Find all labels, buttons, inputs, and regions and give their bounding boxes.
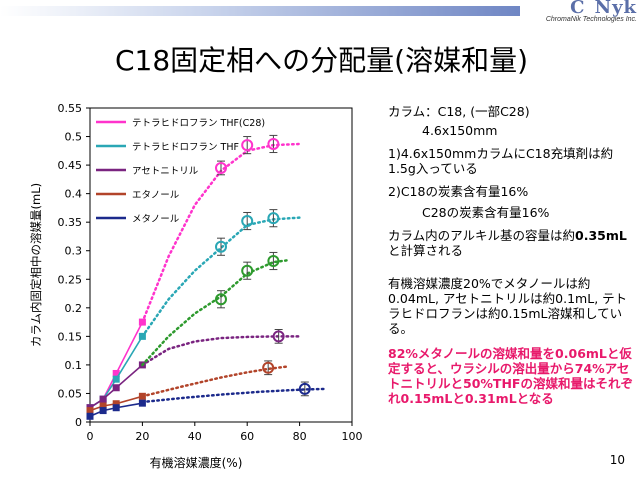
company-logo: C Nyk ChromaNik Technologies Inc.	[546, 0, 637, 24]
fit-curve	[141, 387, 328, 404]
fit-curve	[141, 365, 288, 398]
note-2b: C28の炭素含有量16%	[422, 205, 550, 220]
y-tick-label: 0.4	[65, 188, 83, 201]
data-point-circle	[267, 137, 280, 150]
y-tick-label: 0.55	[58, 102, 83, 115]
y-tick-label: 0.1	[65, 359, 83, 372]
header-gradient-band	[0, 6, 520, 16]
y-tick-label: 0.15	[58, 330, 83, 343]
series-group	[86, 381, 328, 420]
note-1: 1)4.6x150mmカラムにC18充填剤は約1.5g入っている	[388, 146, 614, 176]
legend-label: メタノール	[132, 214, 180, 225]
plot-area	[89, 107, 353, 423]
y-axis-label: カラム内固定相中の溶媒量(mL)	[29, 183, 43, 347]
data-point-square	[138, 392, 146, 400]
y-tick-label: 0.05	[58, 387, 83, 400]
x-tick-label: 60	[240, 430, 254, 443]
note-3-a: カラム内のアルキル基の容量は約	[388, 228, 576, 243]
legend-label: エタノール	[132, 190, 180, 201]
data-point-square	[138, 332, 146, 340]
data-point-circle	[272, 330, 285, 343]
data-point-square	[99, 407, 107, 415]
notes-panel: カラム：C18, (一部C28) 4.6x150mm 1)4.6x150mmカラ…	[388, 104, 638, 406]
data-point-circle	[241, 264, 254, 277]
data-point-circle	[241, 215, 254, 228]
header-bar: C Nyk ChromaNik Technologies Inc.	[0, 0, 643, 24]
note-highlight: 82%メタノールの溶媒和量を0.06mLと仮定すると、ウラシルの溶出量から74%…	[388, 346, 633, 406]
data-point-circle	[267, 255, 280, 268]
data-point-circle	[215, 293, 227, 306]
y-tick-label: 0.5	[65, 131, 83, 144]
data-line	[89, 364, 143, 409]
data-point-square	[112, 384, 120, 392]
data-point-circle	[215, 161, 227, 174]
data-point-square	[86, 412, 94, 420]
data-point-square	[138, 399, 146, 407]
y-tick-label: 0.45	[58, 159, 83, 172]
legend-label: テトラヒドロフラン THF	[132, 142, 239, 153]
slide-title: C18固定相への分配量(溶媒和量)	[114, 44, 529, 77]
data-point-square	[99, 402, 107, 410]
data-point-square	[112, 404, 120, 412]
data-point-square	[138, 318, 146, 326]
x-tick-label: 0	[87, 430, 94, 443]
note-3: カラム内のアルキル基の容量は約0.35mL と計算される	[388, 228, 638, 258]
x-tick-label: 20	[135, 430, 149, 443]
note-3-c: と計算される	[388, 243, 464, 258]
note-column: カラム：C18, (一部C28)	[388, 104, 530, 119]
note-3-value: 0.35mL	[575, 228, 627, 243]
x-axis-label: 有機溶媒濃度(%)	[150, 455, 243, 470]
data-point-square	[99, 395, 107, 403]
y-tick-label: 0.2	[65, 302, 83, 315]
data-line	[89, 395, 143, 412]
data-point-circle	[267, 212, 280, 225]
x-tick-label: 100	[342, 430, 363, 443]
page-number: 10	[609, 453, 625, 467]
data-point-square	[112, 375, 120, 383]
data-point-circle	[262, 361, 275, 374]
solvent-volume-chart: 0 0.05 0.1 0.15 0.2 0.25 0.3 0.35 0.4 0.45 0.5 0.55…	[29, 102, 363, 470]
note-paragraph-2: 有機溶媒濃度20%でメタノールは約0.04mL, アセトニトリルは約0.1mL,…	[388, 276, 628, 336]
note-column-size: 4.6x150mm	[422, 123, 498, 138]
legend-label: テトラヒドロフラン THF(C28)	[132, 118, 265, 129]
legend: テトラヒドロフラン THF(C28) テトラヒドロフラン THF アセトニトリルエタ…	[96, 118, 265, 225]
data-point-square	[112, 369, 120, 377]
y-tick-label: 0.3	[65, 245, 83, 258]
note-2: 2)C18の炭素含有量16%	[388, 184, 529, 199]
data-point-square	[112, 400, 120, 408]
data-point-circle	[215, 240, 227, 253]
series-group	[86, 360, 288, 415]
data-line	[89, 402, 143, 418]
logo-subtitle: ChromaNik Technologies Inc.	[545, 16, 637, 23]
logo-mark: C Nyk	[570, 0, 637, 18]
series-group	[141, 251, 288, 367]
data-point-circle	[298, 382, 311, 395]
legend-label: アセトニトリル	[132, 166, 199, 177]
data-point-square	[86, 407, 94, 415]
y-tick-label: 0	[75, 416, 82, 429]
y-tick-label: 0.35	[58, 216, 83, 229]
data-point-circle	[241, 139, 254, 152]
y-tick-label: 0.25	[58, 273, 83, 286]
x-tick-label: 80	[293, 430, 307, 443]
x-tick-label: 40	[188, 430, 202, 443]
